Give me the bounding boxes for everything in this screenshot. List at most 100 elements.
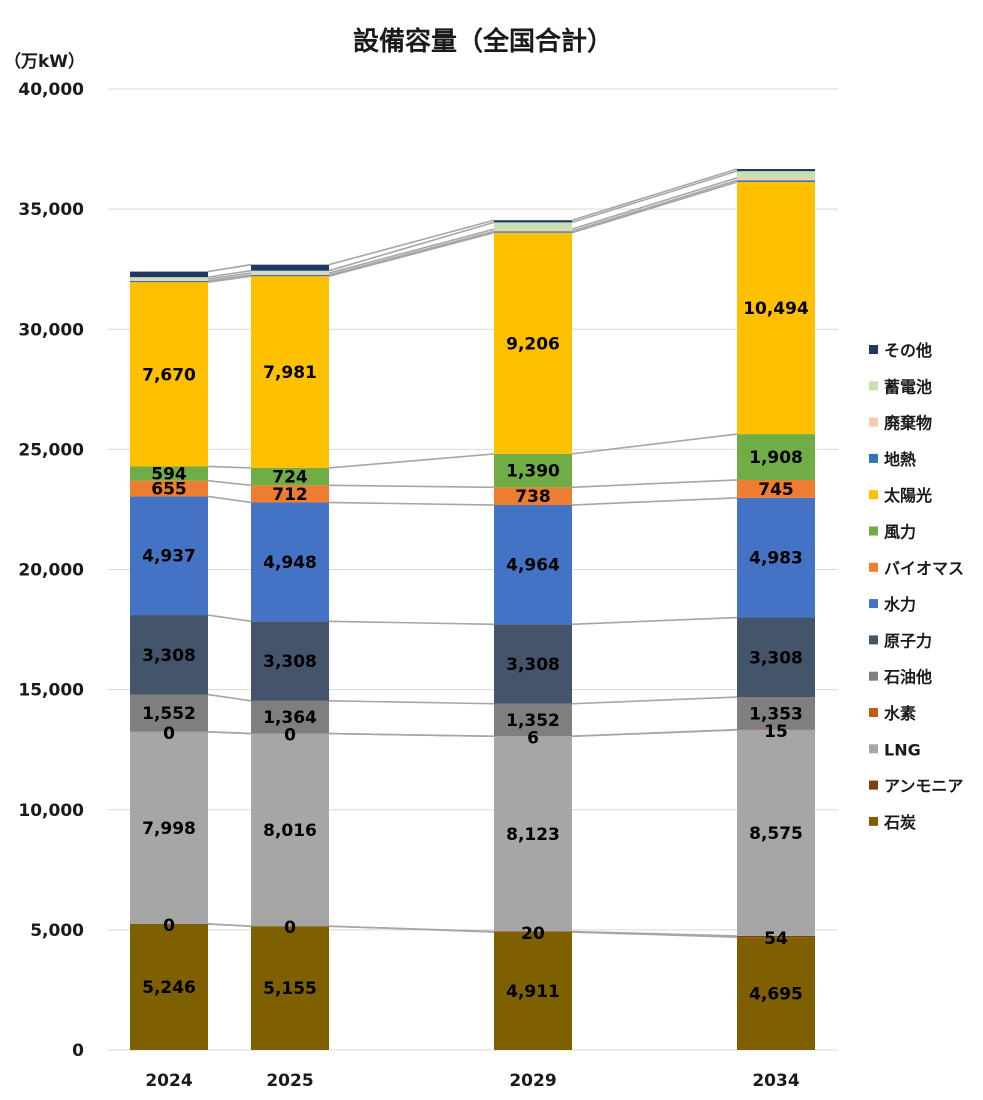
connector-line [207,479,252,487]
legend-label: 蓄電池 [884,377,932,396]
connector-line [571,479,738,489]
chart-title: 設備容量（全国合計） [353,26,613,57]
connector-line [207,923,252,927]
bar-segment [130,615,208,695]
legend-swatch [869,417,878,427]
legend-label: アンモニア [884,777,963,796]
y-tick-label: 30,000 [18,320,84,340]
x-axis-ticks: 2024 2025 2029 2034 [145,1071,799,1091]
bar-segment [494,703,572,737]
data-label: 1,908 [749,448,803,468]
data-label: 7,981 [263,363,317,383]
bar-segment [494,232,572,454]
bar-segment [251,700,329,734]
connector-line [207,263,252,273]
data-label: 54 [764,929,788,949]
x-tick-label: 2029 [509,1071,556,1091]
legend-swatch [869,671,878,681]
legend-label: 地熱 [884,450,916,469]
connector-line [207,614,252,623]
connector-line [328,228,495,274]
bar-segment [494,505,572,625]
data-label: 0 [163,916,175,936]
legend-label: その他 [884,341,932,360]
bar-segment [251,467,329,486]
bar-segment [130,280,208,283]
data-label: 4,695 [749,985,803,1005]
bar-segment [130,277,208,280]
connector-line [328,925,495,933]
legend-swatch [869,453,878,463]
bar-segment [251,733,329,927]
bar-segment [737,177,815,181]
bar-segment [251,485,329,503]
x-tick-label: 2025 [266,1071,313,1091]
connector-line [328,484,495,489]
data-label: 3,308 [506,655,560,675]
connector-line [328,219,495,266]
data-labels: 5,24607,99801,5523,3084,9376555947,6705,… [142,299,809,1005]
data-label: 8,575 [749,824,803,844]
legend-swatch [869,526,878,536]
connector-line [571,497,738,506]
data-label: 7,998 [142,819,196,839]
bar-segment [494,624,572,704]
connector-line [207,275,252,283]
legend-label: LNG [884,740,921,759]
bar-segment [737,181,815,435]
y-tick-label: 35,000 [18,200,84,220]
legend-swatch [869,599,878,609]
data-label: 3,308 [749,648,803,668]
connector-line [328,221,495,272]
connector-line [328,501,495,506]
legend-label: 原子力 [884,631,932,650]
bar-segment [737,497,815,618]
data-label: 724 [272,468,308,488]
bar-segment [737,479,815,498]
data-label: 4,937 [142,547,196,567]
data-label: 3,308 [142,646,196,666]
connector-line [328,699,495,705]
bar-segment [494,932,572,1050]
connector-line [571,616,738,626]
connector-line [571,728,738,738]
legend-label: 風力 [884,523,916,542]
data-label: 7,670 [142,365,196,385]
connector-line [571,170,738,224]
y-tick-label: 5,000 [30,921,84,941]
legend-swatch [869,635,878,645]
data-label: 1,552 [142,704,196,724]
bar-segment [737,434,815,480]
legend-label: 太陽光 [883,486,932,505]
data-label: 8,123 [506,825,560,845]
bar-segment [251,273,329,276]
connector-line [207,272,252,280]
bar-segment [494,220,572,223]
data-label: 655 [151,480,187,500]
bar-segment [737,937,815,1050]
connector-line [571,433,738,455]
data-label: 10,494 [743,299,809,319]
legend-label: 水素 [884,704,916,723]
data-label: 6 [527,728,539,748]
legend-swatch [869,490,878,500]
bar-segment [130,466,208,481]
legend-label: 石油他 [883,668,932,687]
y-axis-ticks: 0 5,000 10,000 15,000 20,000 25,000 30,000 35,0… [18,80,84,1061]
connector-line [571,179,738,233]
y-tick-label: 10,000 [18,801,84,821]
bar-segment [737,935,815,938]
bar-segment [737,617,815,698]
data-label: 738 [515,487,551,507]
gridlines [108,88,838,1051]
legend-swatch [869,562,878,572]
connector-line [328,732,495,738]
bar-segment [130,480,208,497]
data-label: 15 [764,722,788,742]
legend-swatch [869,816,878,826]
connector-line [328,231,495,277]
bar-segment [737,171,815,178]
legend-label: バイオマス [884,559,964,578]
data-label: 20 [521,924,545,944]
